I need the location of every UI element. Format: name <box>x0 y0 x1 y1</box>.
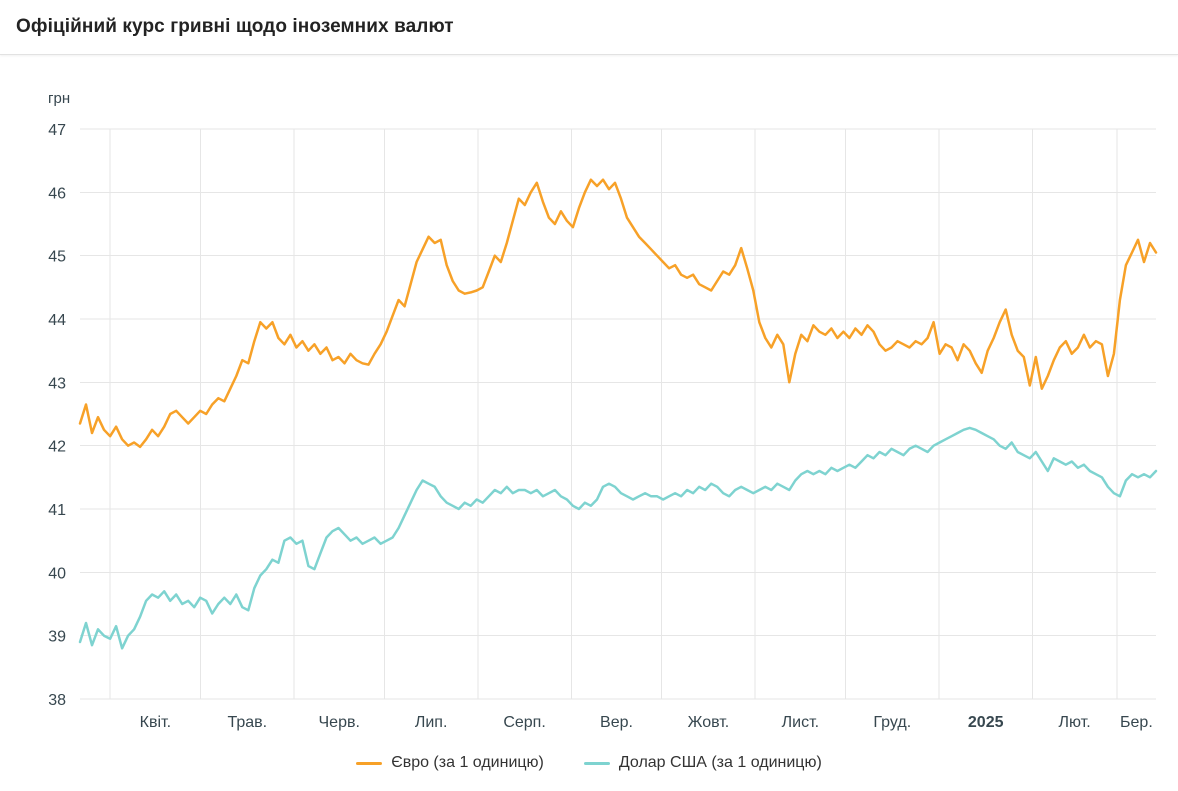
x-tick-label: Лист. <box>782 714 819 731</box>
x-tick-label: Вер. <box>600 714 633 731</box>
y-tick-label: 47 <box>48 122 66 139</box>
x-tick-label: Бер. <box>1120 714 1153 731</box>
usd-line-swatch <box>583 761 610 765</box>
chart-area: 38 39 40 41 42 43 44 45 46 47 грн Квіт. Трав. Черв. Ли… <box>0 55 1178 750</box>
x-tick-label: Лют. <box>1059 714 1091 731</box>
usd-series-line <box>78 426 1158 650</box>
y-tick-label: 43 <box>48 375 66 392</box>
y-tick-label: 38 <box>48 692 66 709</box>
y-tick-label: 45 <box>48 249 66 266</box>
y-tick-label: 42 <box>48 439 66 456</box>
euro-series-line <box>78 178 1158 449</box>
x-tick-label: Серп. <box>503 714 545 731</box>
chart-svg: 38 39 40 41 42 43 44 45 46 47 грн Квіт. Трав. Черв. Ли… <box>48 90 1158 731</box>
legend-item-euro[interactable]: Євро (за 1 одиницю) <box>356 754 544 772</box>
legend-label-usd: Долар США (за 1 одиницю) <box>618 754 822 771</box>
x-tick-label: Лип. <box>415 714 448 731</box>
y-tick-label: 44 <box>48 312 66 329</box>
x-tick-label: Груд. <box>873 714 911 731</box>
legend-label-euro: Євро (за 1 одиницю) <box>391 754 544 771</box>
y-tick-label: 46 <box>48 185 66 202</box>
x-tick-label: Жовт. <box>688 714 730 731</box>
chart-header: Офіційний курс гривні щодо іноземних вал… <box>0 0 1178 55</box>
y-tick-label: 40 <box>48 565 66 582</box>
x-tick-label: Трав. <box>227 714 267 731</box>
euro-line-swatch <box>356 761 383 765</box>
x-tick-label: Черв. <box>319 714 360 731</box>
y-tick-label: 39 <box>48 629 66 646</box>
x-tick-label: 2025 <box>968 714 1004 731</box>
chart-legend: Євро (за 1 одиницю) Долар США (за 1 один… <box>0 750 1178 790</box>
x-tick-label: Квіт. <box>140 714 171 731</box>
y-tick-label: 41 <box>48 502 66 519</box>
y-axis-unit-label: грн <box>48 90 70 107</box>
chart-title: Офіційний курс гривні щодо іноземних вал… <box>16 16 454 37</box>
legend-item-usd[interactable]: Долар США (за 1 одиницю) <box>583 754 822 772</box>
